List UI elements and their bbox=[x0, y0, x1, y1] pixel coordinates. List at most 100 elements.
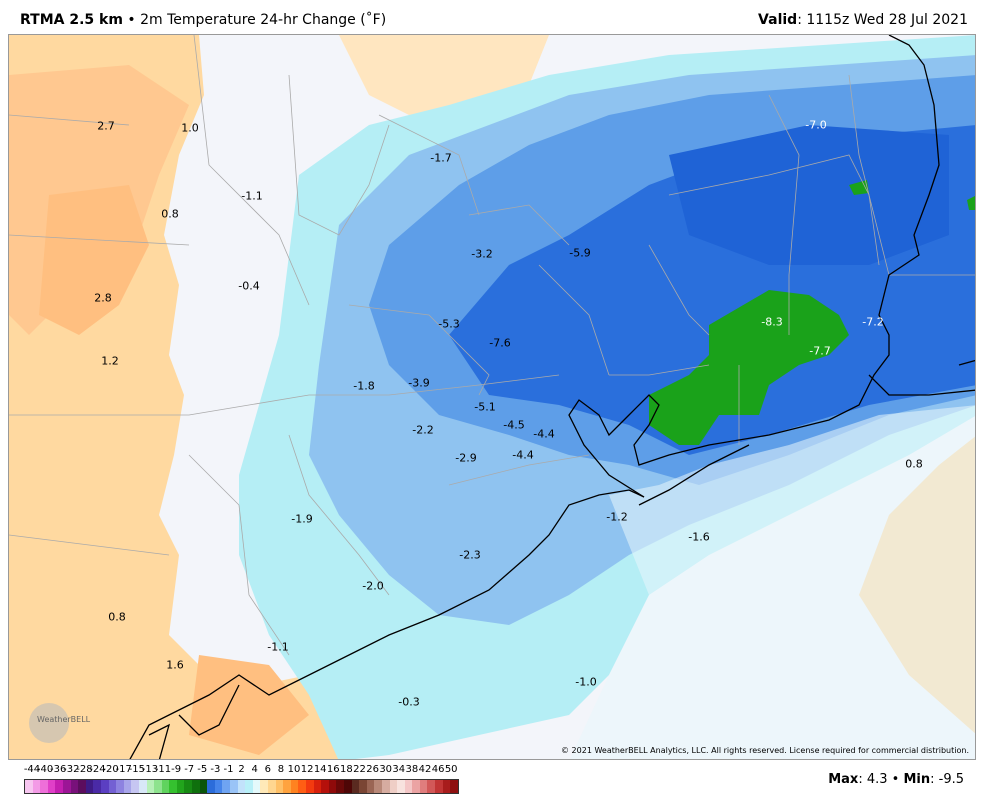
map-value-label: -5.1 bbox=[474, 400, 496, 414]
map-value-label: -3.9 bbox=[408, 376, 430, 390]
valid-time: Valid: 1115z Wed 28 Jul 2021 bbox=[758, 12, 968, 28]
logo-text: WeatherBELL bbox=[37, 715, 91, 724]
colorbar-tick-label: 10 bbox=[287, 764, 301, 775]
colorbar-swatch bbox=[450, 780, 458, 793]
colorbar-tick-label: 38 bbox=[405, 764, 419, 775]
colorbar-swatch bbox=[260, 780, 268, 793]
map-value-label: -1.8 bbox=[353, 379, 375, 393]
map-value-label: -2.2 bbox=[412, 423, 434, 437]
colorbar-tick-label: -3 bbox=[210, 764, 221, 775]
colorbar-swatch bbox=[298, 780, 306, 793]
colorbar-swatch bbox=[62, 780, 71, 793]
map-value-label: -0.3 bbox=[398, 695, 420, 709]
map-value-label: 1.0 bbox=[181, 121, 199, 135]
map-value-label: 2.7 bbox=[97, 119, 115, 133]
colorbar-swatch bbox=[389, 780, 398, 793]
map-value-label: -1.2 bbox=[606, 510, 628, 524]
colorbar-tick-label: -20 bbox=[102, 764, 119, 775]
map-value-label: -2.0 bbox=[362, 579, 384, 593]
colorbar-swatch bbox=[214, 780, 223, 793]
colorbar-swatch bbox=[328, 780, 337, 793]
colorbar-swatch bbox=[192, 780, 200, 793]
colorbar-swatch bbox=[404, 780, 413, 793]
colorbar-swatch bbox=[25, 780, 33, 793]
colorbar-swatch bbox=[230, 780, 238, 793]
map-value-label: 1.2 bbox=[101, 354, 119, 368]
colorbar-swatch bbox=[268, 780, 276, 793]
colorbar-swatch bbox=[169, 780, 177, 793]
map-value-label: -5.3 bbox=[438, 317, 460, 331]
min-label: Min bbox=[903, 772, 931, 787]
colorbar-tick-label: 2 bbox=[238, 764, 245, 775]
colorbar-swatch bbox=[442, 780, 451, 793]
colorbar-swatch bbox=[138, 780, 147, 793]
max-label: Max bbox=[828, 772, 859, 787]
map-value-label: -4.5 bbox=[503, 418, 525, 432]
map-value-label: -7.0 bbox=[805, 118, 827, 132]
colorbar-swatch bbox=[32, 780, 41, 793]
colorbar-tick-label: -36 bbox=[50, 764, 67, 775]
colorbar-swatch bbox=[176, 780, 185, 793]
colorbar-swatch bbox=[85, 780, 94, 793]
map-value-label: -5.9 bbox=[569, 246, 591, 260]
colorbar-swatch bbox=[305, 780, 314, 793]
colorbar-tick-label: 14 bbox=[313, 764, 327, 775]
map-value-label: -2.9 bbox=[455, 451, 477, 465]
colorbar-tick-label: -7 bbox=[184, 764, 195, 775]
map-title: RTMA 2.5 km • 2m Temperature 24-hr Chang… bbox=[20, 12, 386, 28]
map-value-label: -1.1 bbox=[267, 640, 289, 654]
colorbar-tick-label: 4 bbox=[251, 764, 258, 775]
colorbar-tick-label: 6 bbox=[264, 764, 271, 775]
colorbar-swatch bbox=[275, 780, 284, 793]
map-value-label: -2.3 bbox=[459, 548, 481, 562]
colorbar-swatch bbox=[366, 780, 375, 793]
colorbar-tick-label: 34 bbox=[392, 764, 406, 775]
colorbar-swatch bbox=[321, 780, 329, 793]
map-value-label: -4.4 bbox=[533, 427, 555, 441]
colorbar-tick-label: 16 bbox=[326, 764, 340, 775]
colorbar-tick-label: -24 bbox=[89, 764, 106, 775]
colorbar-swatch bbox=[343, 780, 352, 793]
colorbar-swatch bbox=[237, 780, 246, 793]
field-name: 2m Temperature 24-hr Change (˚F) bbox=[140, 12, 387, 28]
title-bullet: • bbox=[127, 12, 136, 28]
colorbar-tick-label: -15 bbox=[128, 764, 145, 775]
colorbar-tick-label: -5 bbox=[197, 764, 208, 775]
colorbar-swatch bbox=[78, 780, 86, 793]
max-value: 4.3 bbox=[866, 772, 888, 787]
colorbar-tick-label: 42 bbox=[418, 764, 432, 775]
colorbar-tick-label: -9 bbox=[171, 764, 182, 775]
colorbar-swatch bbox=[70, 780, 79, 793]
colorbar-swatch bbox=[419, 780, 428, 793]
colorbar-swatch bbox=[381, 780, 390, 793]
map-value-label: -1.6 bbox=[688, 530, 710, 544]
temperature-change-map[interactable]: WeatherBELL 2.7 1.0 -1.7 -7.0 -1.1 0.8 -3.2 -5.… bbox=[8, 34, 976, 760]
colorbar-swatch bbox=[184, 780, 193, 793]
map-header: RTMA 2.5 km • 2m Temperature 24-hr Chang… bbox=[0, 0, 984, 34]
valid-value: 1115z Wed 28 Jul 2021 bbox=[806, 12, 968, 28]
colorbar-swatch bbox=[427, 780, 436, 793]
copyright-notice: © 2021 WeatherBELL Analytics, LLC. All r… bbox=[561, 746, 969, 755]
map-value-label: 0.8 bbox=[905, 457, 923, 471]
map-value-label: -7.6 bbox=[489, 336, 511, 350]
colorbar-swatch bbox=[351, 780, 360, 793]
colorbar-swatch bbox=[245, 780, 253, 793]
colorbar-tick-label: -28 bbox=[76, 764, 93, 775]
colorbar-swatch bbox=[313, 780, 322, 793]
map-value-label: 1.6 bbox=[166, 658, 184, 672]
colorbar-swatch bbox=[397, 780, 405, 793]
map-value-label: -1.9 bbox=[291, 512, 313, 526]
colorbar-swatches bbox=[24, 779, 459, 794]
colorbar-swatch bbox=[207, 780, 215, 793]
colorbar-swatch bbox=[146, 780, 155, 793]
colorbar-swatch bbox=[161, 780, 170, 793]
colorbar-swatch bbox=[154, 780, 162, 793]
colorbar-swatch bbox=[336, 780, 344, 793]
min-value: -9.5 bbox=[938, 772, 964, 787]
colorbar-swatch bbox=[100, 780, 109, 793]
map-value-label: -7.7 bbox=[809, 344, 831, 358]
colorbar-swatch bbox=[40, 780, 48, 793]
map-value-label: 2.8 bbox=[94, 291, 112, 305]
max-min-readout: Max: 4.3 • Min: -9.5 bbox=[828, 772, 964, 787]
colorbar-swatch bbox=[374, 780, 382, 793]
